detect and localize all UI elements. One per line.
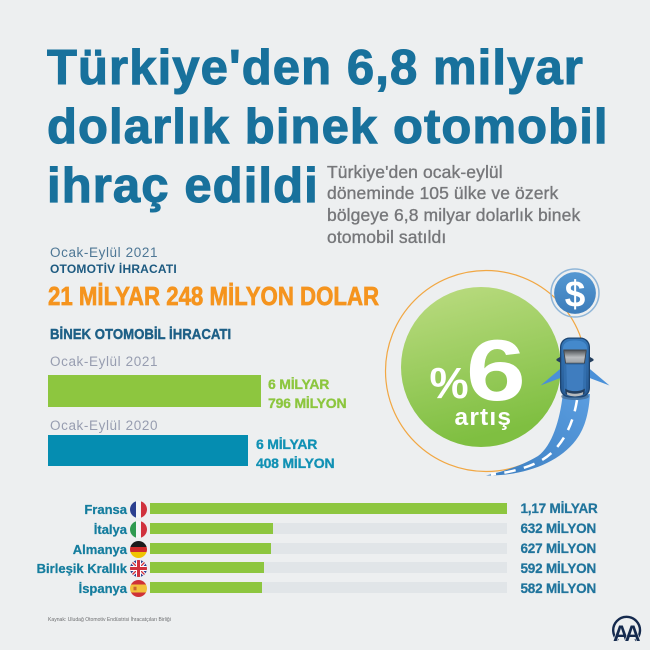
svg-text:$: $ bbox=[565, 274, 586, 315]
svg-text:A: A bbox=[625, 621, 641, 646]
svg-text:A: A bbox=[613, 621, 629, 646]
